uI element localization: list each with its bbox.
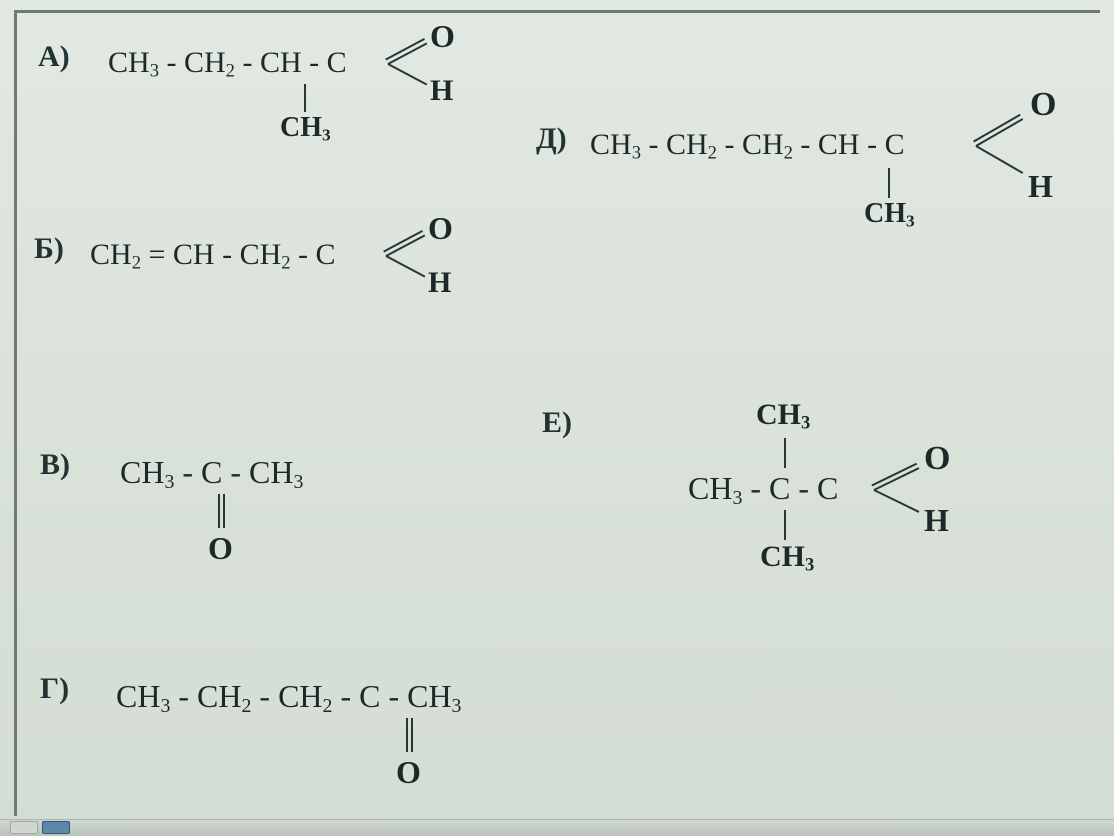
label-D: Д) xyxy=(536,122,567,156)
taskbar-chip-1 xyxy=(10,821,38,834)
formula-D-sub: CH3 xyxy=(864,198,915,231)
label-V: В) xyxy=(40,448,70,482)
taskbar-chip-2 xyxy=(42,821,70,834)
formula-D-sub-bond xyxy=(888,168,890,198)
formula-A-sub-bond xyxy=(304,84,306,112)
formula-E-backbone: CH3 - C - C xyxy=(688,470,838,510)
formula-E-top-bond xyxy=(784,438,786,468)
formula-G-backbone: CH3 - CH2 - CH2 - C - CH3 xyxy=(116,678,461,718)
label-E: Е) xyxy=(542,406,572,440)
label-B: Б) xyxy=(34,232,64,266)
scan-border-left xyxy=(14,10,17,816)
label-A: А) xyxy=(38,40,70,74)
formula-E-top-sub: CH3 xyxy=(756,398,810,435)
formula-E-bottom-sub: CH3 xyxy=(760,540,814,577)
formula-E-bottom-bond xyxy=(784,510,786,540)
formula-A-sub: CH3 xyxy=(280,112,331,145)
label-G: Г) xyxy=(40,672,69,706)
formula-B-backbone: CH2 = CH - CH2 - C xyxy=(90,238,336,275)
formula-D-backbone: CH3 - CH2 - CH2 - CH - C xyxy=(590,128,905,165)
formula-G-ketone-bond xyxy=(406,718,408,752)
formula-A-backbone: CH3 - CH2 - CH - C xyxy=(108,46,347,83)
formula-V-O: O xyxy=(208,530,233,567)
taskbar-strip xyxy=(0,819,1114,836)
scan-border-top xyxy=(14,10,1100,13)
formula-V-ketone-bond xyxy=(218,494,220,528)
formula-G-O: O xyxy=(396,754,421,791)
formula-V-backbone: CH3 - C - CH3 xyxy=(120,454,303,494)
